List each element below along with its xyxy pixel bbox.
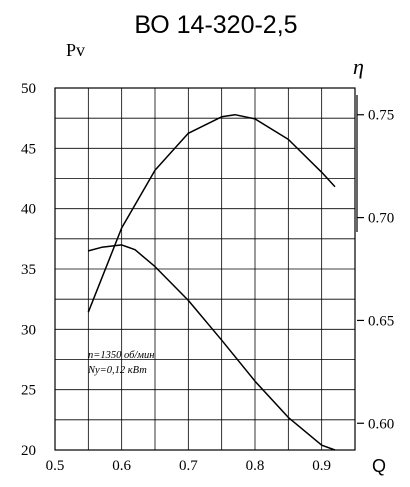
plot-frame [54, 87, 356, 451]
y-tick-label: 45 [21, 141, 36, 157]
y-tick-label: 35 [21, 262, 36, 278]
x-axis-label: Q [372, 456, 386, 476]
x-tick-label: 0.7 [179, 458, 198, 474]
x-tick-label: 0.5 [46, 458, 65, 474]
x-tick-label: 0.6 [112, 458, 131, 474]
right-axis-tick-label: 0.75 [368, 108, 394, 124]
y-tick-label: 25 [21, 383, 36, 399]
y-tick-label: 30 [21, 322, 36, 338]
y-axis-ticks: 20 25 30 35 40 45 50 [21, 81, 36, 459]
pressure-curve [88, 244, 336, 451]
y2-axis-label: η [353, 54, 364, 79]
y-tick-label: 20 [21, 443, 36, 459]
annotation-speed: n=1350 об/мин [88, 350, 154, 361]
y-tick-label: 50 [21, 81, 36, 97]
y-axis-label: Pv [66, 40, 85, 60]
curves [87, 113, 336, 451]
right-axis-tick-label: 0.70 [368, 211, 394, 227]
right-axis-tick-label: 0.65 [368, 313, 394, 329]
y-tick-label: 40 [21, 202, 36, 218]
grid [55, 88, 355, 450]
right-axis-tick-label: 0.60 [368, 416, 394, 432]
x-axis-ticks: 0.5 0.6 0.7 0.8 0.9 [46, 458, 331, 474]
x-tick-label: 0.9 [312, 458, 331, 474]
annotation-power: Ny=0,12 кВт [87, 365, 147, 376]
chart-title: ВО 14-320-2,5 [134, 11, 297, 39]
efficiency-curve [87, 113, 336, 313]
right-axis: 0.60 0.65 0.70 0.75 [356, 95, 394, 432]
x-tick-label: 0.8 [246, 458, 265, 474]
